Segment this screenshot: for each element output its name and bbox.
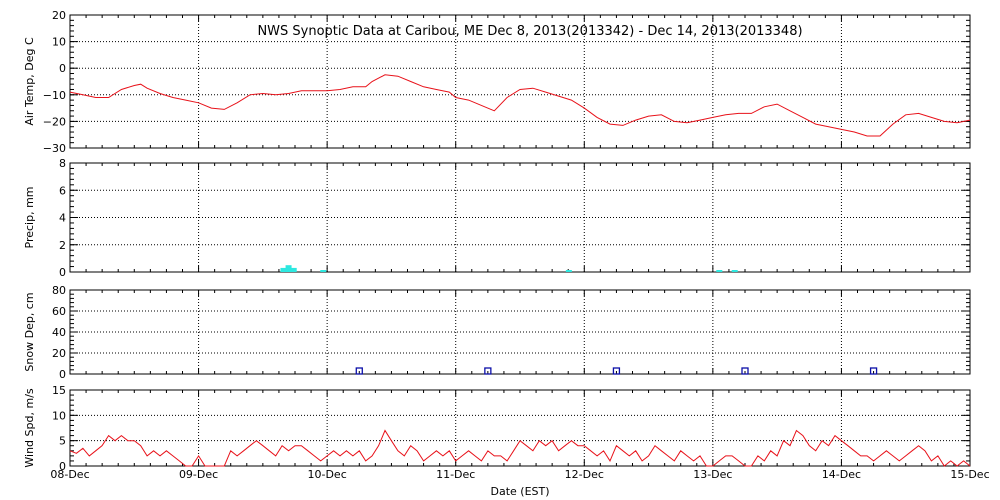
snow-depth-marker	[484, 367, 492, 375]
y-tick-label: 0	[59, 266, 66, 279]
x-axis-label: Date (EST)	[490, 485, 549, 498]
x-tick-label: 08-Dec	[50, 468, 89, 481]
panel-1: 8 6 4 2 0 Precip, mm	[23, 157, 971, 279]
y-tick-label: 20	[52, 347, 66, 360]
snow-depth-marker	[355, 367, 363, 375]
y-tick-label: 0	[59, 62, 66, 75]
plot-frame	[69, 389, 971, 467]
x-tick-label: 12-Dec	[565, 468, 604, 481]
y-tick-label: 10	[52, 36, 66, 49]
precip-bar	[731, 270, 738, 272]
y-tick-label: 0	[59, 368, 66, 381]
precip-bar	[320, 270, 327, 272]
y-axis-label: Wind Spd, m/s	[23, 388, 36, 468]
y-tick-label: 4	[59, 212, 66, 225]
y-tick-label: 60	[52, 305, 66, 318]
wind-speed-line	[69, 429, 971, 467]
y-tick-label: −30	[43, 142, 66, 155]
x-tick-label: 11-Dec	[436, 468, 475, 481]
precip-bar	[280, 267, 287, 272]
panel-2: 80 60 40 20 0 Snow Dep, cm	[23, 284, 971, 381]
y-tick-label: 15	[52, 384, 66, 397]
y-axis-label: Snow Dep, cm	[23, 292, 36, 371]
snow-depth-marker	[741, 367, 749, 375]
y-tick-label: −20	[43, 115, 66, 128]
y-tick-label: −10	[43, 89, 66, 102]
precip-bar	[285, 265, 292, 272]
air-temp-line	[69, 74, 971, 137]
y-tick-label: 6	[59, 184, 66, 197]
precip-bar	[290, 267, 297, 272]
y-tick-label: 0	[59, 460, 66, 473]
y-tick-label: 20	[52, 9, 66, 22]
panel-3: 15 10 5 0 Wind Spd, m/s	[23, 384, 971, 473]
x-tick-label: 13-Dec	[693, 468, 732, 481]
y-axis-label: Air Temp, Deg C	[23, 37, 36, 126]
y-tick-label: 80	[52, 284, 66, 297]
x-tick-label: 14-Dec	[822, 468, 861, 481]
y-tick-label: 40	[52, 326, 66, 339]
panel-0: 20 10 0 −10 −20 −30 Air Temp, Deg C	[23, 9, 971, 155]
y-tick-label: 2	[59, 239, 66, 252]
precip-bar	[565, 270, 572, 272]
x-tick-label: 10-Dec	[308, 468, 347, 481]
y-tick-label: 5	[59, 435, 66, 448]
y-tick-label: 8	[59, 157, 66, 170]
snow-depth-marker	[869, 367, 878, 375]
x-tick-label: 09-Dec	[179, 468, 218, 481]
chart-title: NWS Synoptic Data at Caribou, ME Dec 8, …	[257, 24, 802, 39]
snow-depth-marker	[612, 367, 621, 375]
y-axis-label: Precip, mm	[23, 187, 36, 249]
precip-bar	[716, 270, 723, 272]
x-tick-label: 15-Dec	[950, 468, 989, 481]
y-tick-label: 10	[52, 409, 66, 422]
